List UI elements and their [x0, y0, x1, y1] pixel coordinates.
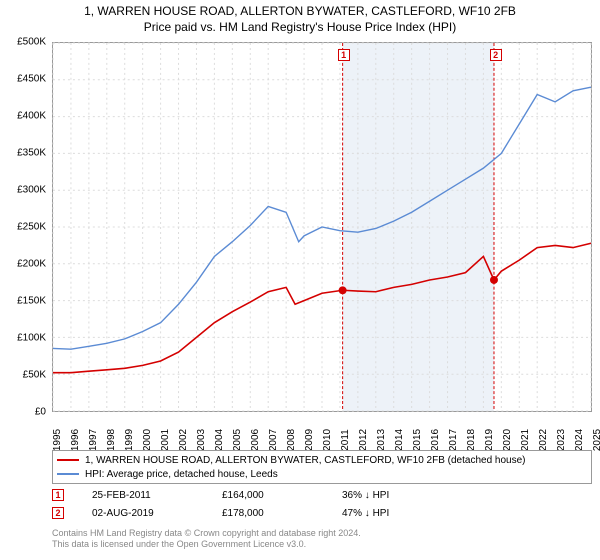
- y-tick-label: £300K: [17, 185, 46, 196]
- y-tick-label: £0: [35, 407, 46, 418]
- chart-title: 1, WARREN HOUSE ROAD, ALLERTON BYWATER, …: [0, 0, 600, 35]
- legend-row: HPI: Average price, detached house, Leed…: [57, 467, 587, 481]
- sale-row-pct: 36% ↓ HPI: [342, 490, 422, 501]
- y-tick-label: £200K: [17, 259, 46, 270]
- attribution: Contains HM Land Registry data © Crown c…: [52, 528, 592, 551]
- y-tick-label: £350K: [17, 148, 46, 159]
- sale-row-pct: 47% ↓ HPI: [342, 508, 422, 519]
- x-tick-label: 2022: [538, 429, 549, 451]
- x-tick-label: 2018: [466, 429, 477, 451]
- attribution-line2: This data is licensed under the Open Gov…: [52, 539, 592, 550]
- y-tick-label: £450K: [17, 74, 46, 85]
- sale-row: 1 25-FEB-2011£164,00036% ↓ HPI: [52, 486, 592, 504]
- x-tick-label: 2025: [592, 429, 600, 451]
- annot-marker: 2: [490, 49, 502, 61]
- x-tick-label: 2021: [520, 429, 531, 451]
- sales-table: 1 25-FEB-2011£164,00036% ↓ HPI 2 02-AUG-201…: [52, 486, 592, 522]
- x-tick-label: 1999: [124, 429, 135, 451]
- x-tick-label: 2006: [250, 429, 261, 451]
- x-tick-label: 2020: [502, 429, 513, 451]
- x-tick-label: 2007: [268, 429, 279, 451]
- x-tick-label: 1996: [70, 429, 81, 451]
- x-tick-label: 2002: [178, 429, 189, 451]
- y-tick-label: £400K: [17, 111, 46, 122]
- title-line1: 1, WARREN HOUSE ROAD, ALLERTON BYWATER, …: [0, 4, 600, 20]
- legend-swatch: [57, 473, 79, 475]
- y-axis: £0£50K£100K£150K£200K£250K£300K£350K£400…: [0, 42, 50, 412]
- sale-dot: [490, 276, 498, 284]
- y-tick-label: £50K: [23, 370, 46, 381]
- attribution-line1: Contains HM Land Registry data © Crown c…: [52, 528, 592, 539]
- x-tick-label: 2013: [376, 429, 387, 451]
- sale-row-price: £178,000: [222, 508, 342, 519]
- legend-swatch: [57, 459, 79, 461]
- x-tick-label: 2001: [160, 429, 171, 451]
- legend-label: HPI: Average price, detached house, Leed…: [85, 469, 278, 480]
- chart-container: 1, WARREN HOUSE ROAD, ALLERTON BYWATER, …: [0, 0, 600, 560]
- x-tick-label: 2014: [394, 429, 405, 451]
- y-tick-label: £250K: [17, 222, 46, 233]
- x-tick-label: 1995: [52, 429, 63, 451]
- x-axis: 1995199619971998199920002001200220032004…: [52, 412, 592, 446]
- legend-label: 1, WARREN HOUSE ROAD, ALLERTON BYWATER, …: [85, 455, 526, 466]
- sale-dot: [339, 286, 347, 294]
- legend-row: 1, WARREN HOUSE ROAD, ALLERTON BYWATER, …: [57, 453, 587, 467]
- x-tick-label: 2005: [232, 429, 243, 451]
- x-tick-label: 2011: [340, 429, 351, 451]
- chart-svg: [53, 43, 591, 411]
- x-tick-label: 2016: [430, 429, 441, 451]
- y-tick-label: £100K: [17, 333, 46, 344]
- x-tick-label: 2003: [196, 429, 207, 451]
- sale-row: 2 02-AUG-2019£178,00047% ↓ HPI: [52, 504, 592, 522]
- x-tick-label: 2009: [304, 429, 315, 451]
- x-tick-label: 2019: [484, 429, 495, 451]
- x-tick-label: 1998: [106, 429, 117, 451]
- title-line2: Price paid vs. HM Land Registry's House …: [0, 20, 600, 36]
- x-tick-label: 2012: [358, 429, 369, 451]
- sale-row-date: 02-AUG-2019: [92, 508, 222, 519]
- sale-row-date: 25-FEB-2011: [92, 490, 222, 501]
- x-tick-label: 2008: [286, 429, 297, 451]
- x-tick-label: 2015: [412, 429, 423, 451]
- sale-row-price: £164,000: [222, 490, 342, 501]
- legend: 1, WARREN HOUSE ROAD, ALLERTON BYWATER, …: [52, 450, 592, 484]
- x-tick-label: 2017: [448, 429, 459, 451]
- x-tick-label: 2010: [322, 429, 333, 451]
- annot-marker: 1: [338, 49, 350, 61]
- y-tick-label: £500K: [17, 37, 46, 48]
- x-tick-label: 2024: [574, 429, 585, 451]
- sale-row-badge: 1: [52, 489, 64, 501]
- plot-area: 12: [52, 42, 592, 412]
- x-tick-label: 1997: [88, 429, 99, 451]
- x-tick-label: 2000: [142, 429, 153, 451]
- x-tick-label: 2004: [214, 429, 225, 451]
- x-tick-label: 2023: [556, 429, 567, 451]
- y-tick-label: £150K: [17, 296, 46, 307]
- sale-row-badge: 2: [52, 507, 64, 519]
